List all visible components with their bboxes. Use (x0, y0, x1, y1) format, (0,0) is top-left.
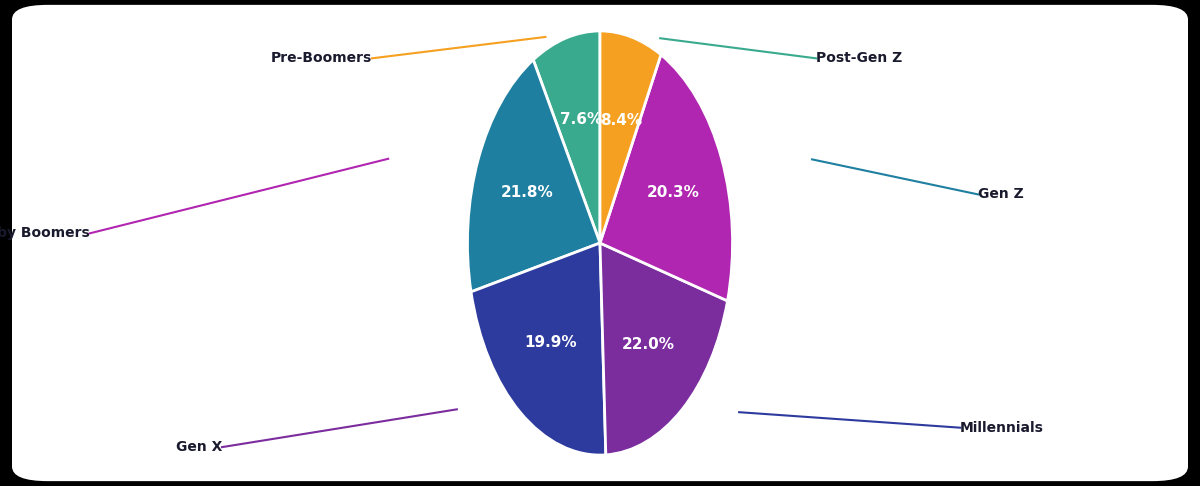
Wedge shape (600, 243, 727, 455)
Wedge shape (533, 31, 600, 243)
Text: Baby Boomers: Baby Boomers (0, 226, 90, 240)
Wedge shape (472, 243, 606, 455)
Text: 19.9%: 19.9% (524, 335, 577, 350)
Text: Post-Gen Z: Post-Gen Z (816, 52, 902, 65)
Text: 7.6%: 7.6% (560, 112, 602, 127)
Text: Pre-Boomers: Pre-Boomers (271, 52, 372, 65)
Wedge shape (468, 60, 600, 292)
Text: 8.4%: 8.4% (600, 113, 642, 128)
Text: 21.8%: 21.8% (500, 185, 553, 200)
Wedge shape (600, 31, 661, 243)
Text: Gen X: Gen X (175, 440, 222, 454)
Wedge shape (600, 54, 732, 301)
Text: 22.0%: 22.0% (622, 337, 674, 352)
Text: Millennials: Millennials (960, 421, 1044, 434)
Text: 20.3%: 20.3% (647, 185, 700, 200)
Text: Gen Z: Gen Z (978, 188, 1024, 201)
